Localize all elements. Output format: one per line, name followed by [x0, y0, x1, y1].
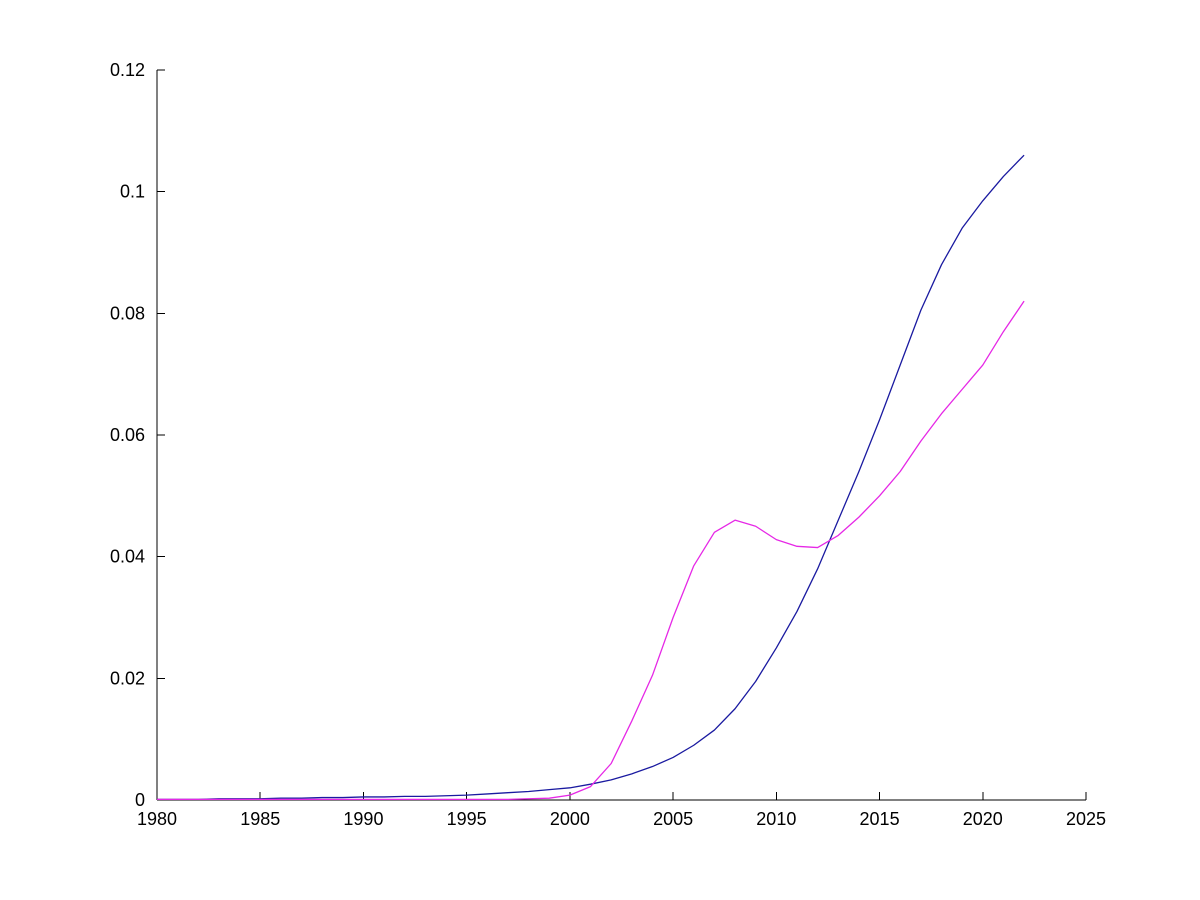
x-tick-label: 2025 — [1066, 809, 1106, 829]
x-tick-label: 1985 — [240, 809, 280, 829]
y-tick-label: 0.1 — [120, 182, 145, 202]
x-tick-label: 2015 — [860, 809, 900, 829]
dark-blue-series-line — [157, 154, 1025, 801]
y-tick-label: 0.08 — [110, 303, 145, 323]
y-tick-label: 0.04 — [110, 547, 145, 567]
y-tick-label: 0 — [135, 790, 145, 810]
x-tick-label: 1980 — [137, 809, 177, 829]
x-tick-label: 1990 — [343, 809, 383, 829]
x-tick-label: 2005 — [653, 809, 693, 829]
y-tick-label: 0.02 — [110, 668, 145, 688]
x-tick-label: 1995 — [447, 809, 487, 829]
y-tick-label: 0.06 — [110, 425, 145, 445]
x-tick-label: 2000 — [550, 809, 590, 829]
magenta-series-line — [157, 300, 1025, 801]
y-tick-label: 0.12 — [110, 60, 145, 80]
x-tick-label: 2020 — [963, 809, 1003, 829]
x-tick-label: 2010 — [756, 809, 796, 829]
